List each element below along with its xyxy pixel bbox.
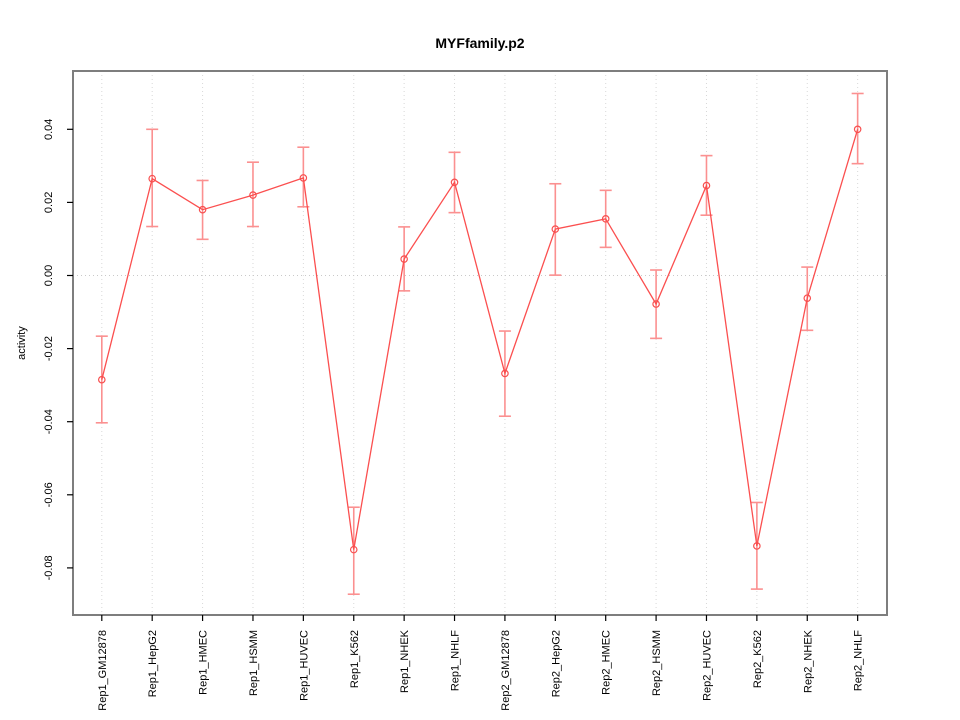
plot-frame <box>72 70 888 616</box>
grid-layer <box>73 71 887 615</box>
data-point <box>601 215 610 223</box>
data-point <box>702 181 711 190</box>
data-point <box>450 178 459 187</box>
data-point <box>753 542 761 550</box>
y-tick-label: -0.04 <box>43 409 55 434</box>
data-point <box>148 174 156 183</box>
series-line <box>101 129 859 550</box>
x-tick-label: Rep2_GM12878 <box>500 630 512 711</box>
data-point <box>249 191 257 199</box>
x-tick-label: Rep1_NHEK <box>399 629 411 693</box>
axis-ticks-layer: 0.04 0.02 0.00 -0.02 -0.04 -0.06 -0.08 Rep1_GM1… <box>43 119 865 711</box>
x-tick-label: Rep1_HMEC <box>198 630 210 695</box>
data-point <box>803 294 812 302</box>
x-tick-label: Rep1_HSMM <box>248 630 260 696</box>
x-tick-label: Rep2_HUVEC <box>701 630 713 701</box>
data-point <box>198 205 207 214</box>
y-tick-label: -0.02 <box>43 336 55 361</box>
data-point <box>551 225 560 233</box>
y-tick-label: 0.04 <box>43 119 55 140</box>
data-point <box>501 369 509 378</box>
data-point <box>349 545 358 554</box>
y-tick-label: 0.02 <box>43 192 55 213</box>
data-point <box>98 375 106 384</box>
series-layer <box>95 92 864 596</box>
x-tick-label: Rep1_K562 <box>349 630 361 688</box>
data-point <box>299 174 308 182</box>
data-point <box>400 255 408 263</box>
y-tick-label: -0.08 <box>43 555 55 580</box>
x-tick-label: Rep2_HSMM <box>651 630 663 696</box>
data-point <box>652 300 660 308</box>
y-tick-label: -0.06 <box>43 482 55 507</box>
x-tick-label: Rep1_NHLF <box>450 630 462 691</box>
x-tick-label: Rep2_HMEC <box>601 630 613 695</box>
x-tick-label: Rep1_GM12878 <box>97 630 109 711</box>
x-tick-label: Rep2_NHLF <box>853 630 865 691</box>
x-tick-label: Rep2_K562 <box>752 630 764 688</box>
x-tick-label: Rep2_NHEK <box>802 629 814 693</box>
data-point <box>853 125 862 134</box>
x-tick-label: Rep2_HepG2 <box>550 630 562 697</box>
x-tick-label: Rep1_HUVEC <box>298 630 310 701</box>
y-axis-label: activity <box>16 326 28 360</box>
x-tick-label: Rep1_HepG2 <box>147 630 159 697</box>
y-tick-label: 0.00 <box>43 265 55 286</box>
chart-title: MYFfamily.p2 <box>435 35 524 51</box>
